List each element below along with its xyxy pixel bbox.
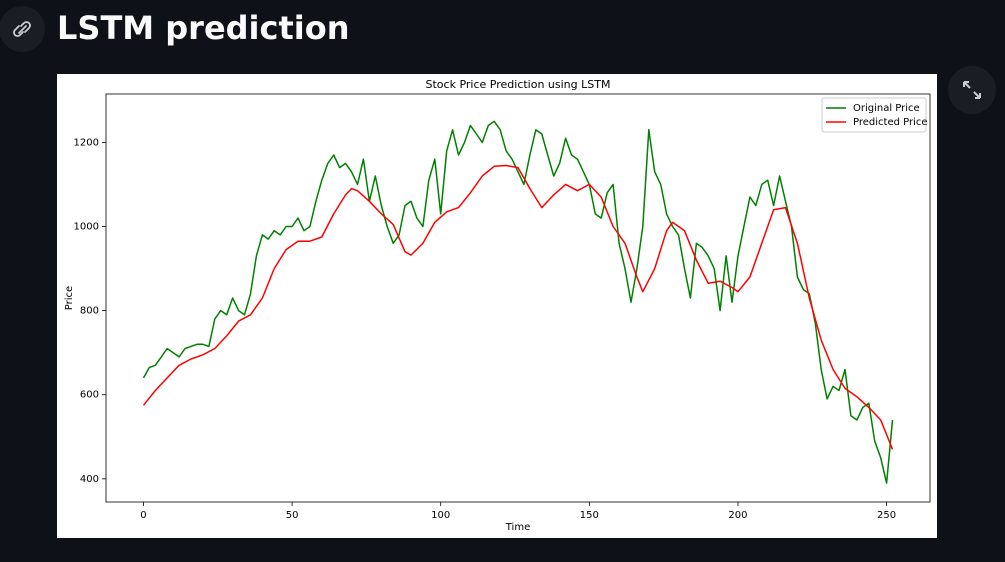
x-axis-label: Time: [505, 522, 530, 533]
legend-label: Original Price: [853, 103, 920, 114]
x-tick-label: 50: [286, 510, 299, 521]
legend: Original Price Predicted Price: [821, 97, 928, 133]
legend-label: Predicted Price: [853, 117, 928, 128]
y-tick-label: 800: [80, 306, 99, 317]
chart-title: Stock Price Prediction using LSTM: [426, 78, 611, 91]
x-tick-label: 0: [140, 510, 146, 521]
x-tick-label: 250: [877, 510, 896, 521]
expand-button[interactable]: [948, 66, 996, 114]
chart: Stock Price Prediction using LSTM Time P…: [64, 78, 931, 533]
chart-image: [57, 74, 937, 538]
page-title: LSTM prediction: [57, 9, 350, 47]
line-series: [142, 164, 894, 450]
x-tick-label: 100: [431, 510, 450, 521]
y-tick-label: 400: [80, 474, 99, 485]
link-icon[interactable]: [0, 6, 45, 52]
x-tick-label: 150: [580, 510, 599, 521]
legend-box: [821, 97, 927, 133]
y-tick-label: 1200: [74, 137, 99, 148]
y-tick-label: 1000: [74, 221, 99, 232]
y-axis-label: Price: [64, 286, 75, 310]
axes-frame: [105, 93, 931, 503]
line-series: [142, 120, 894, 484]
x-tick-label: 200: [728, 510, 747, 521]
y-tick-label: 600: [80, 390, 99, 401]
